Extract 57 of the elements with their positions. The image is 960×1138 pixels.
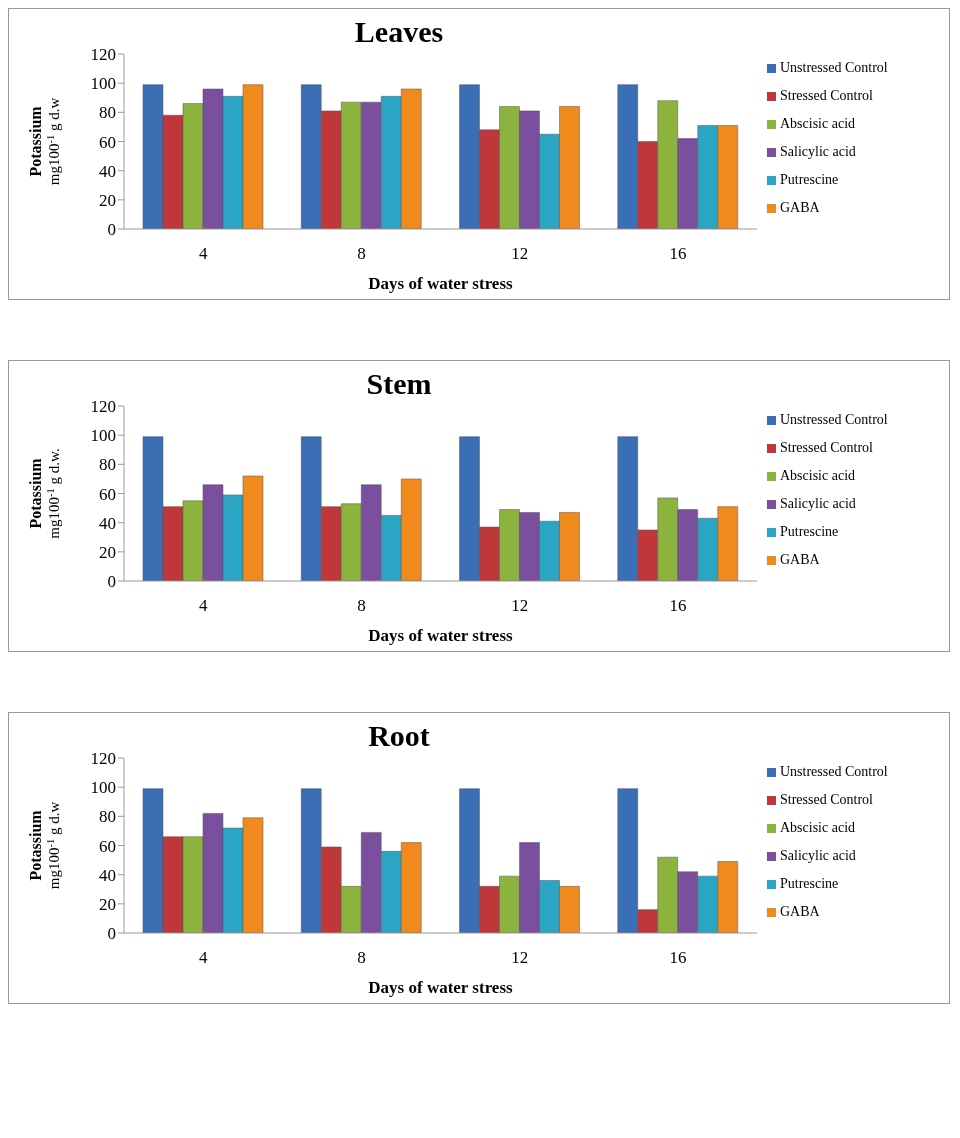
- y-tick-label: 120: [90, 45, 116, 65]
- chart-title: Stem: [366, 367, 432, 400]
- y-tick-label: 0: [107, 924, 116, 944]
- x-axis-title: Days of water stress: [368, 978, 514, 997]
- y-tick-label: 60: [99, 484, 116, 504]
- legend-label: Abscisic acid: [780, 116, 856, 131]
- y-tick-label: 0: [107, 572, 116, 592]
- y-tick-label: 60: [99, 132, 116, 152]
- legend-label: Salicylic acid: [780, 144, 856, 159]
- x-tick-label: 12: [511, 244, 529, 264]
- x-tick-label: 4: [198, 948, 208, 968]
- y-tick-label: 100: [90, 74, 116, 94]
- x-axis-title: Days of water stress: [368, 626, 514, 645]
- x-tick-label: 8: [357, 948, 366, 968]
- legend-label: Abscisic acid: [780, 820, 856, 835]
- legend-label: Unstressed Control: [780, 412, 888, 427]
- y-tick-label: 80: [99, 455, 116, 475]
- legend-label: Putrescine: [780, 524, 839, 539]
- x-tick-label: 16: [669, 244, 687, 264]
- x-tick-label: 16: [669, 948, 687, 968]
- legend-label: Putrescine: [780, 172, 839, 187]
- legend-label: Salicylic acid: [780, 496, 856, 511]
- legend-label: GABA: [780, 200, 820, 215]
- y-tick-label: 120: [90, 397, 116, 417]
- legend-label: Putrescine: [780, 876, 839, 891]
- x-tick-label: 8: [357, 596, 366, 616]
- x-tick-label: 12: [511, 596, 529, 616]
- y-tick-label: 120: [90, 749, 116, 769]
- x-tick-label: 12: [511, 948, 529, 968]
- x-tick-label: 8: [357, 244, 366, 264]
- legend-label: Unstressed Control: [780, 60, 888, 75]
- y-tick-label: 100: [90, 778, 116, 798]
- y-tick-label: 20: [99, 542, 116, 562]
- x-tick-label: 4: [198, 596, 208, 616]
- y-tick-label: 0: [107, 220, 116, 240]
- x-axis-title: Days of water stress: [368, 274, 514, 293]
- chart-title: Root: [368, 719, 430, 752]
- legend-label: Abscisic acid: [780, 468, 856, 483]
- y-tick-label: 20: [99, 190, 116, 210]
- y-tick-label: 100: [90, 426, 116, 446]
- legend-label: Salicylic acid: [780, 848, 856, 863]
- legend-label: Stressed Control: [780, 440, 873, 455]
- y-tick-label: 20: [99, 894, 116, 914]
- legend-label: Stressed Control: [780, 88, 873, 103]
- legend-label: Stressed Control: [780, 792, 873, 807]
- y-tick-label: 40: [99, 865, 116, 885]
- legend-label: Unstressed Control: [780, 764, 888, 779]
- y-tick-label: 40: [99, 513, 116, 533]
- y-tick-label: 80: [99, 807, 116, 827]
- x-tick-label: 4: [198, 244, 208, 264]
- chart-title: Leaves: [354, 15, 444, 48]
- x-tick-label: 16: [669, 596, 687, 616]
- y-tick-label: 40: [99, 161, 116, 181]
- y-tick-label: 60: [99, 836, 116, 856]
- y-tick-label: 80: [99, 103, 116, 123]
- legend-label: GABA: [780, 552, 820, 567]
- legend-label: GABA: [780, 904, 820, 919]
